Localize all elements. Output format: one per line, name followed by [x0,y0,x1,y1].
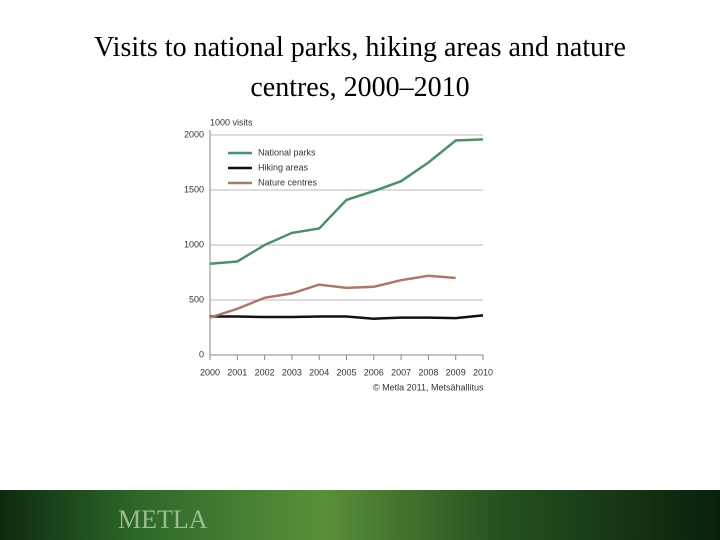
x-tick-label: 2001 [227,367,247,377]
footer-logo: METLA [118,505,208,534]
x-tick-label: 2005 [336,367,356,377]
series-line [209,138,484,265]
y-tick-label: 2000 [184,129,204,139]
legend-label: National parks [258,147,316,157]
source: © Metla 2011, Metsähallitus [373,382,484,392]
x-tick-label: 2008 [418,367,438,377]
x-tick-label: 2009 [446,367,466,377]
x-tick-label: 2006 [364,367,384,377]
y-tick-label: 500 [189,294,204,304]
series-line [209,274,456,319]
x-tick-label: 2002 [255,367,275,377]
y-tick-label: 1000 [184,239,204,249]
legend-label: Hiking areas [258,162,309,172]
x-tick-label: 2004 [309,367,329,377]
footer-band [0,490,720,540]
y-tick-label: 0 [199,349,204,359]
y-tick-label: 1500 [184,184,204,194]
legend-label: Nature centres [258,177,318,187]
y-axis-label: 1000 visits [210,117,253,127]
slide-title: Visits to national parks, hiking areas a… [94,32,626,103]
x-tick-label: 2003 [282,367,302,377]
x-tick-label: 2007 [391,367,411,377]
x-tick-label: 2010 [473,367,493,377]
series-line [210,314,484,320]
x-tick-label: 2000 [200,367,220,377]
